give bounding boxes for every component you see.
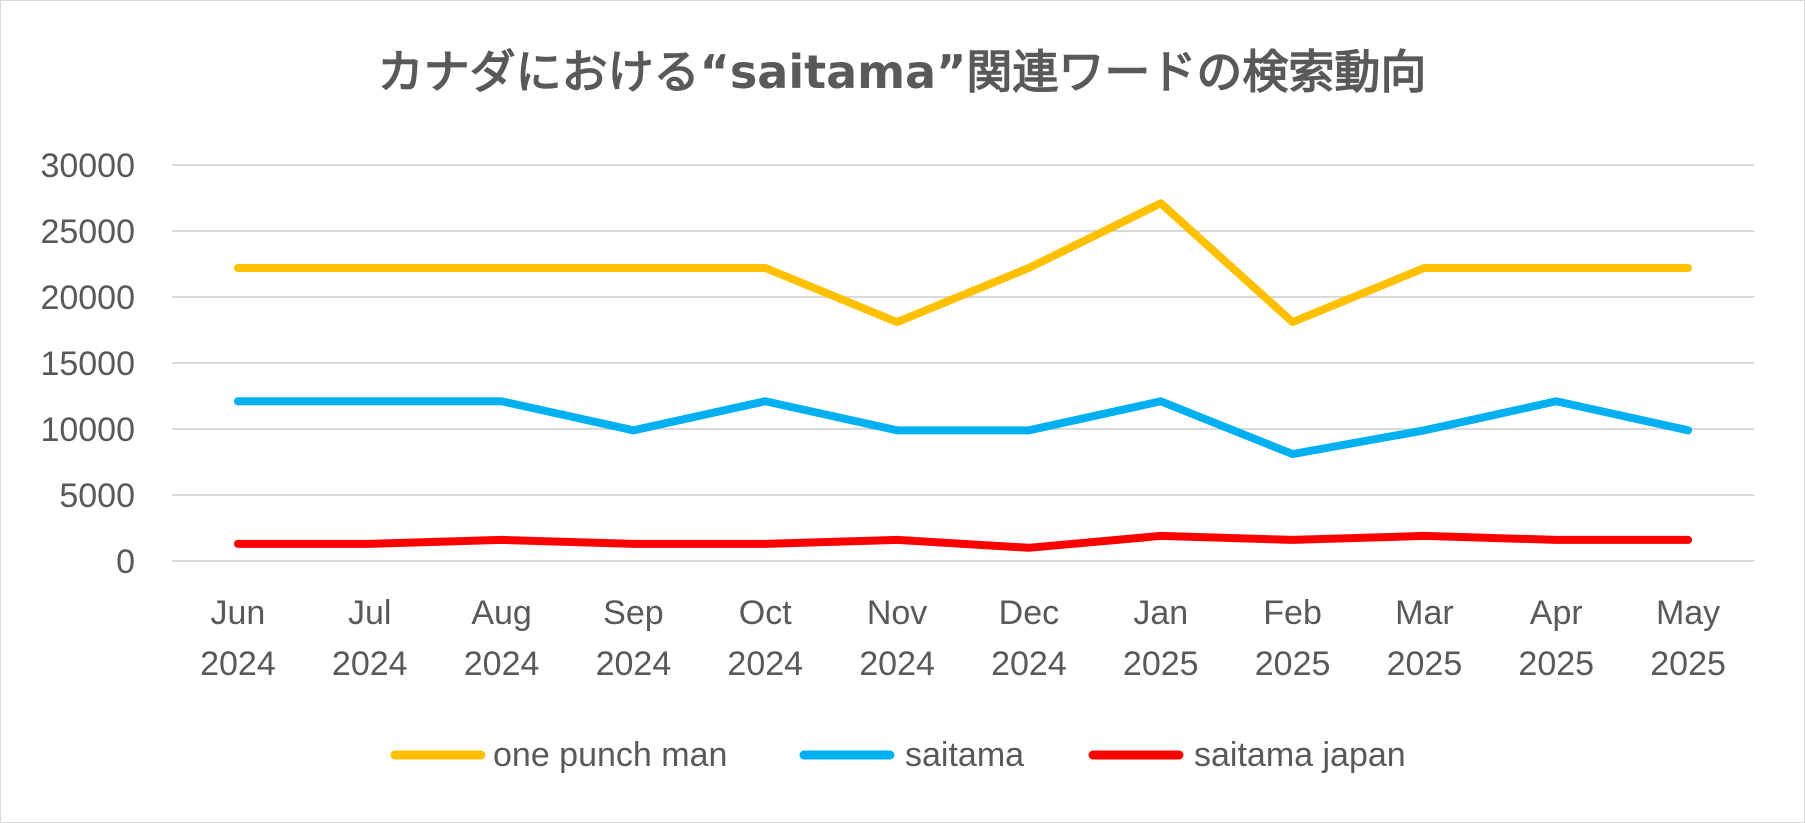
x-tick-label-year: 2025 <box>1650 645 1726 683</box>
x-tick-label-month: Aug <box>471 594 532 632</box>
x-tick-label-year: 2024 <box>991 645 1067 683</box>
legend-label: saitama japan <box>1194 736 1406 774</box>
x-tick-label-month: Oct <box>739 594 792 632</box>
grid-lines <box>172 164 1754 562</box>
x-tick-label-month: May <box>1656 594 1720 632</box>
x-tick-label-year: 2025 <box>1518 645 1594 683</box>
y-tick-label: 5000 <box>59 477 135 515</box>
x-tick-label-year: 2024 <box>596 645 672 683</box>
series-line-one-punch-man <box>233 199 1693 327</box>
y-tick-label: 0 <box>116 543 135 581</box>
x-tick-label-year: 2024 <box>332 645 408 683</box>
series-line-saitama-japan <box>233 531 1693 552</box>
x-tick-label-month: Dec <box>999 594 1059 632</box>
x-tick-label-month: Nov <box>867 594 927 632</box>
y-tick-label: 25000 <box>40 213 135 251</box>
y-tick-label: 30000 <box>40 147 135 185</box>
x-tick-label-year: 2024 <box>859 645 935 683</box>
y-tick-label: 10000 <box>40 411 135 449</box>
x-tick-label-month: Jun <box>211 594 266 632</box>
legend-label: saitama <box>905 736 1024 774</box>
x-axis-ticks: Jun 2024 Jul 2024 Aug 2024 Sep 2024 Oct 2024 Nov 20… <box>200 594 1726 683</box>
x-tick-label-year: 2025 <box>1387 645 1463 683</box>
x-tick-label-month: Mar <box>1395 594 1454 632</box>
x-tick-label-month: Jul <box>348 594 391 632</box>
y-tick-label: 15000 <box>40 345 135 383</box>
y-tick-label: 20000 <box>40 279 135 317</box>
legend: one punch man saitama saitama japan <box>390 736 1406 774</box>
x-tick-label-year: 2024 <box>464 645 540 683</box>
x-tick-label-year: 2024 <box>727 645 803 683</box>
x-tick-label-year: 2024 <box>200 645 276 683</box>
series-lines <box>233 199 1693 552</box>
y-axis-ticks: 0 5000 10000 15000 20000 25000 30000 <box>40 147 135 581</box>
x-tick-label-month: Feb <box>1263 594 1322 632</box>
x-tick-label-month: Apr <box>1530 594 1583 632</box>
series-line-saitama <box>233 397 1693 459</box>
x-tick-label-month: Sep <box>603 594 664 632</box>
chart-title: カナダにおける“saitama”関連ワードの検索動向 <box>378 45 1427 99</box>
x-tick-label-year: 2025 <box>1123 645 1199 683</box>
x-tick-label-year: 2025 <box>1255 645 1331 683</box>
x-tick-label-month: Jan <box>1133 594 1188 632</box>
legend-label: one punch man <box>493 736 727 774</box>
